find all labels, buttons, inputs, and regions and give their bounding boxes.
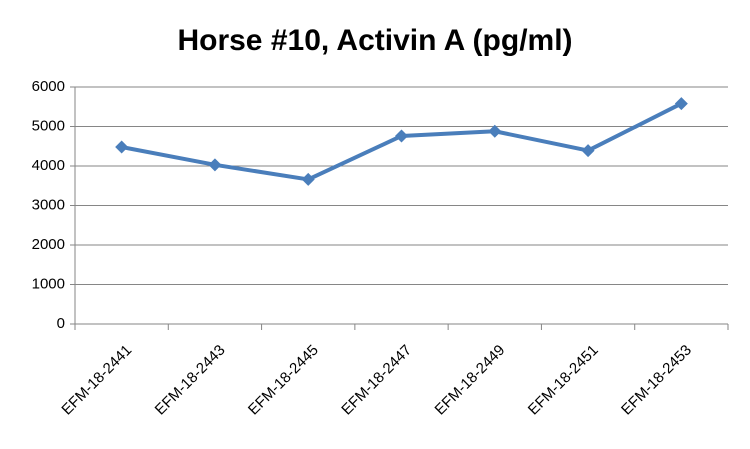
chart-title: Horse #10, Activin A (pg/ml) <box>177 24 572 57</box>
y-tick-label: 4000 <box>32 157 65 174</box>
data-marker <box>581 144 595 158</box>
data-marker <box>395 129 408 143</box>
y-tick-label: 0 <box>57 315 65 332</box>
data-marker <box>208 158 222 172</box>
data-marker <box>115 140 129 154</box>
y-tick-label: 6000 <box>32 78 65 95</box>
y-tick-label: 3000 <box>32 196 65 213</box>
data-marker <box>488 124 502 138</box>
y-tick-label: 1000 <box>32 275 65 292</box>
y-tick-label: 5000 <box>32 117 65 134</box>
y-tick-label: 2000 <box>32 236 65 253</box>
data-marker <box>301 172 315 186</box>
data-marker <box>674 97 688 111</box>
